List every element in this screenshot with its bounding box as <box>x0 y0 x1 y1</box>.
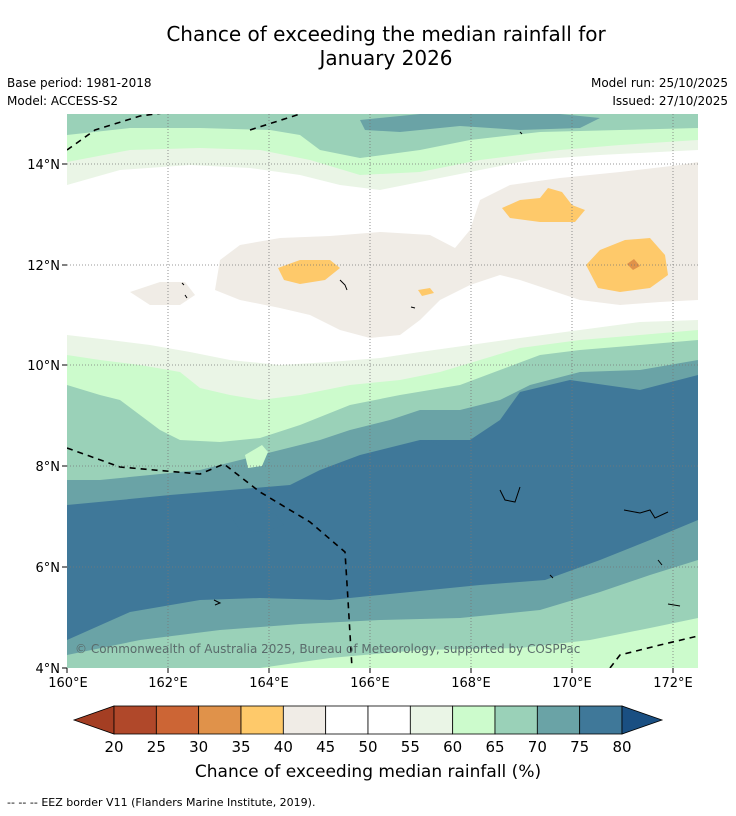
colorbar-tick-label: 60 <box>443 738 462 756</box>
zone-75-80-blob <box>232 512 284 532</box>
zone-60-65-blob <box>245 445 268 468</box>
colorbar-cell <box>198 705 242 735</box>
x-tick-label: 172°E <box>653 676 693 691</box>
y-tick-label: 6°N <box>36 561 61 576</box>
zone-65-70-lower <box>67 560 698 668</box>
grid-lines <box>67 114 698 668</box>
zone-40-45-west <box>130 282 195 305</box>
colorbar-cell <box>325 705 369 735</box>
x-tick-label: 162°E <box>148 676 188 691</box>
zone-40-45 <box>215 162 698 338</box>
title-line-2: January 2026 <box>319 46 453 70</box>
colorbar-tick-label: 30 <box>189 738 208 756</box>
zone-35-40-b <box>502 188 585 222</box>
model-name: Model: ACCESS-S2 <box>7 94 119 108</box>
x-tick-label: 168°E <box>451 676 491 691</box>
colorbar-cell <box>536 705 581 735</box>
zone-35-40-d <box>418 288 434 296</box>
zone-75-80-blob-b <box>418 440 440 452</box>
colorbar-cell <box>579 705 623 735</box>
colorbar-tick-label: 25 <box>147 738 166 756</box>
x-tick-label: 164°E <box>249 676 289 691</box>
colorbar-tick-label: 40 <box>274 738 293 756</box>
y-tick-label: 10°N <box>27 359 60 374</box>
islands <box>181 131 681 607</box>
zone-35-40-c <box>586 238 668 292</box>
colorbar-cell <box>240 705 284 735</box>
colorbar: 20 25 30 35 40 45 50 55 60 65 70 75 80 <box>72 705 664 756</box>
axis-ticks <box>62 163 674 673</box>
colorbar-cell <box>494 705 538 735</box>
colorbar-tick-label: 55 <box>401 738 420 756</box>
colorbar-cell <box>282 705 327 735</box>
title-line-1: Chance of exceeding the median rainfall … <box>166 22 606 46</box>
colorbar-under-arrow <box>72 705 115 735</box>
eez-borders <box>67 114 698 668</box>
colorbar-cell <box>155 705 200 735</box>
y-axis-labels: 14°N 12°N 10°N 8°N 6°N 4°N <box>27 158 60 677</box>
zone-30-35 <box>627 259 640 270</box>
y-tick-label: 14°N <box>27 158 60 173</box>
colorbar-tick-label: 70 <box>528 738 547 756</box>
colorbar-cell <box>113 705 157 735</box>
copyright-text: © Commonwealth of Australia 2025, Bureau… <box>75 642 580 656</box>
x-tick-label: 166°E <box>350 676 390 691</box>
eez-legend-symbol: -- -- -- <box>7 796 38 809</box>
colorbar-tick-label: 80 <box>612 738 631 756</box>
colorbar-tick-label: 65 <box>485 738 504 756</box>
y-tick-label: 8°N <box>36 460 61 475</box>
colorbar-tick-label: 45 <box>316 738 335 756</box>
model-run: Model run: 25/10/2025 <box>590 76 728 90</box>
zone-70-75-top <box>360 114 600 132</box>
zone-60-65-lower <box>260 618 698 668</box>
colorbar-tick-label: 75 <box>570 738 589 756</box>
eez-legend-text: EEZ border V11 (Flanders Marine Institut… <box>41 796 316 809</box>
colorbar-tick-label: 35 <box>231 738 250 756</box>
colorbar-tick-label: 50 <box>358 738 377 756</box>
x-tick-label: 170°E <box>552 676 592 691</box>
zone-35-40-a <box>278 260 340 284</box>
map-title: Chance of exceeding the median rainfall … <box>0 22 736 70</box>
colorbar-cell <box>409 705 454 735</box>
legend-note: -- -- -- EEZ border V11 (Flanders Marine… <box>7 796 315 809</box>
x-axis-labels: 160°E 162°E 164°E 166°E 168°E 170°E 172°… <box>48 676 693 691</box>
colorbar-tick-label: 20 <box>104 738 123 756</box>
y-tick-label: 12°N <box>27 259 60 274</box>
y-tick-label: 4°N <box>36 662 61 677</box>
colorbar-over-arrow <box>621 705 664 735</box>
x-tick-label: 160°E <box>48 676 88 691</box>
colorbar-title: Chance of exceeding median rainfall (%) <box>194 762 542 782</box>
base-period: Base period: 1981-2018 <box>7 76 152 90</box>
map-plot-area <box>67 114 698 668</box>
issued-date: Issued: 27/10/2025 <box>612 94 728 108</box>
colorbar-cell <box>452 705 496 735</box>
colorbar-cell <box>367 705 411 735</box>
meta-right: Model run: 25/10/2025 Issued: 27/10/2025 <box>591 74 728 110</box>
meta-left: Base period: 1981-2018 Model: ACCESS-S2 <box>7 74 152 110</box>
